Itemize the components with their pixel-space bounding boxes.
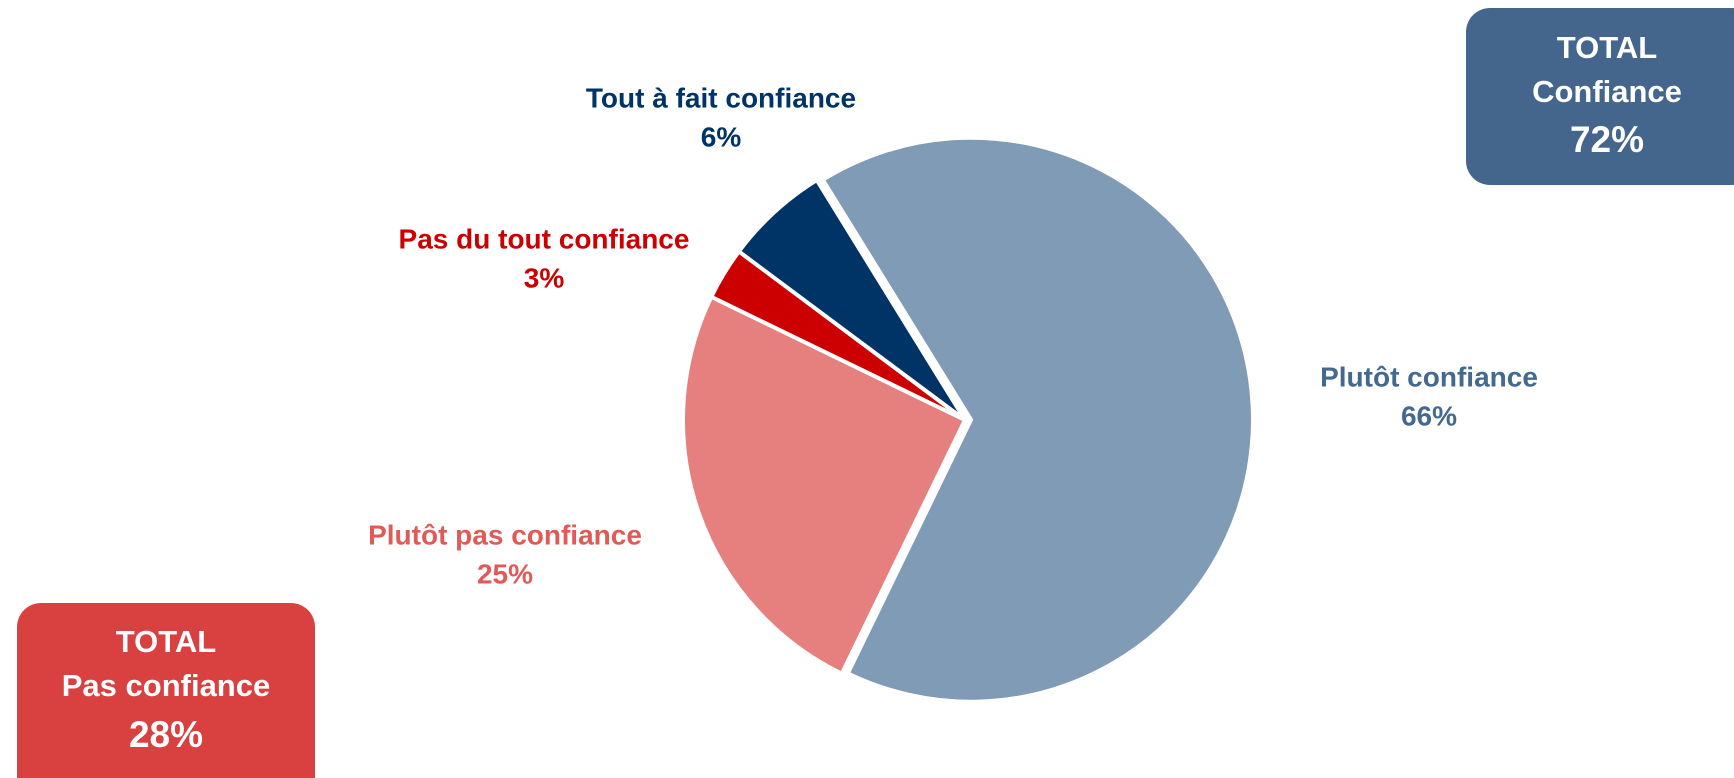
slice-label: Tout à fait confiance <box>586 82 856 113</box>
total-value: 72% <box>1570 119 1644 160</box>
total-title: TOTAL <box>116 624 216 659</box>
slice-value: 25% <box>477 558 533 589</box>
slice-label: Plutôt pas confiance <box>368 519 642 550</box>
total-box <box>17 603 315 778</box>
total-label: Confiance <box>1532 74 1682 109</box>
total-title: TOTAL <box>1557 30 1657 65</box>
slice-value: 66% <box>1401 400 1457 431</box>
pie-slice <box>681 294 968 677</box>
total-label: Pas confiance <box>62 668 270 703</box>
pie-slice <box>736 177 967 422</box>
slice-value: 6% <box>701 121 742 152</box>
slice-label: Pas du tout confiance <box>399 223 690 254</box>
total-value: 28% <box>129 714 203 755</box>
slice-value: 3% <box>524 262 565 293</box>
slice-label: Plutôt confiance <box>1320 361 1538 392</box>
total-box <box>1466 8 1734 185</box>
pie-slice <box>820 135 1255 704</box>
